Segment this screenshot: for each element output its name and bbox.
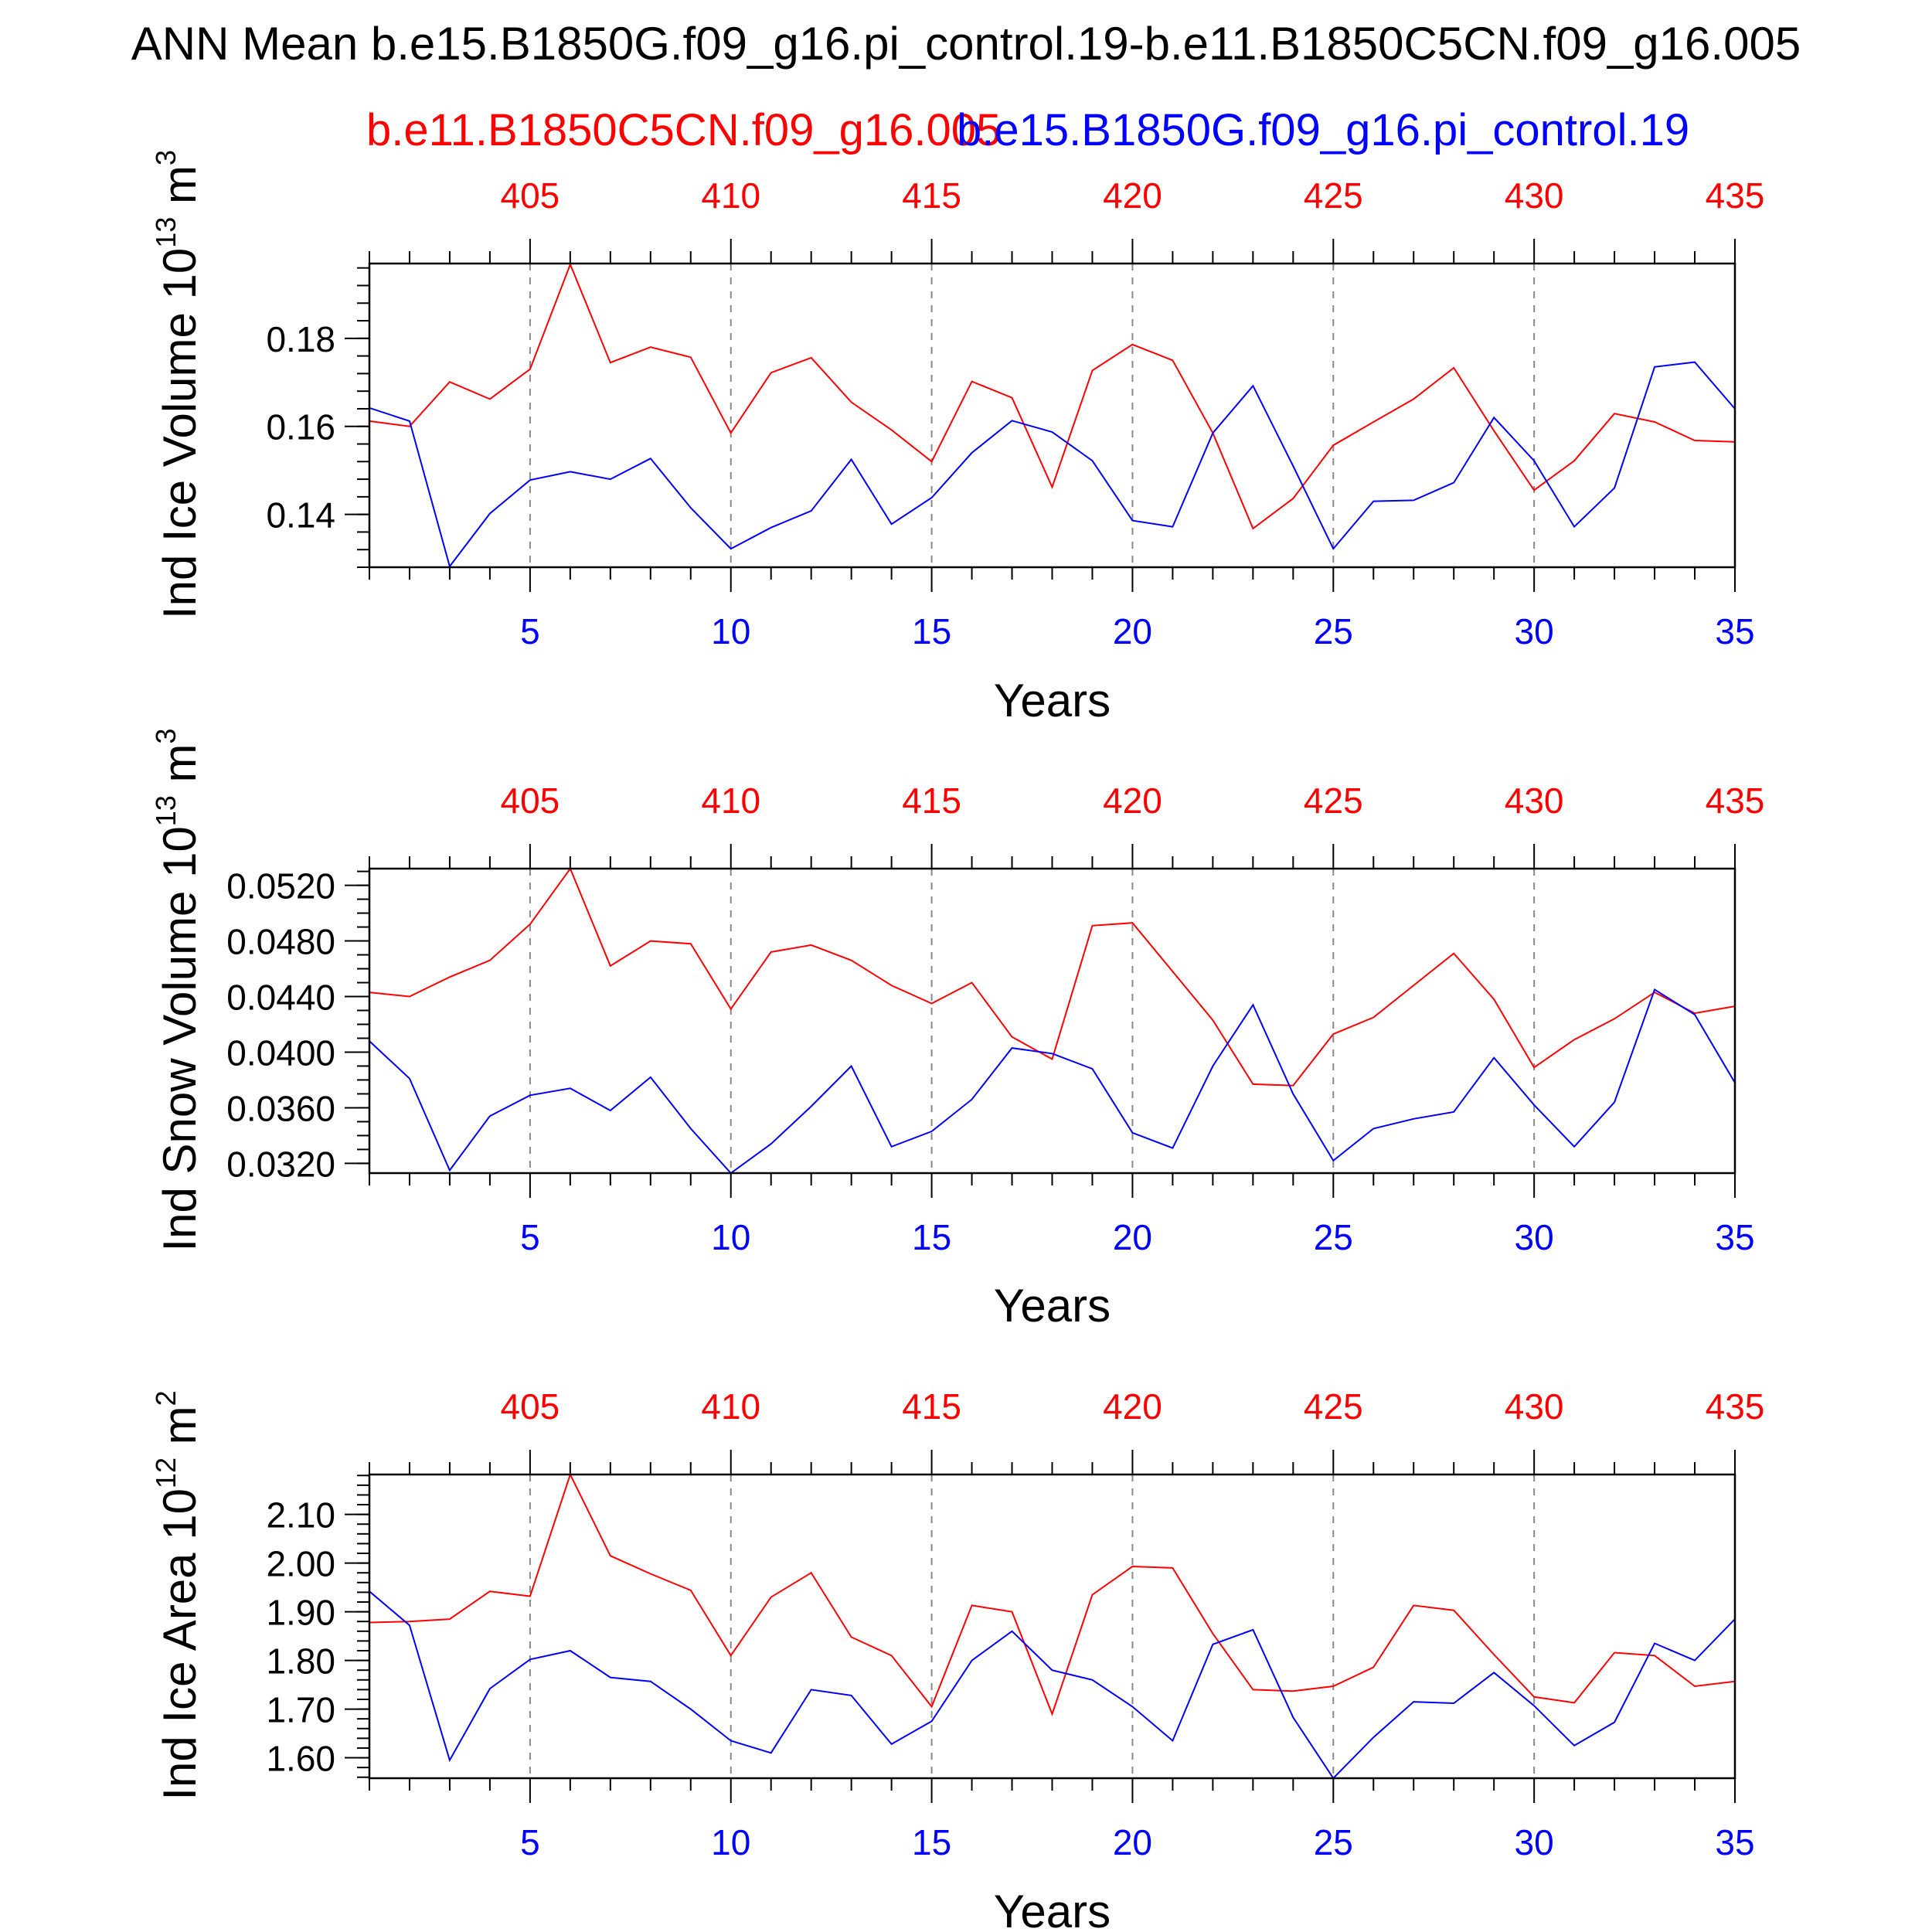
x-tick-label-bottom: 25 <box>1314 1822 1353 1862</box>
y-tick-label: 0.0360 <box>226 1088 335 1128</box>
y-tick-label: 0.16 <box>266 407 335 447</box>
legend-label-blue-case: b.e15.B1850G.f09_g16.pi_control.19 <box>957 105 1690 155</box>
x-tick-label-top: 430 <box>1505 1386 1564 1427</box>
x-tick-label-top: 425 <box>1304 175 1363 216</box>
x-tick-label-bottom: 20 <box>1113 1217 1152 1257</box>
x-tick-label-top: 420 <box>1103 781 1162 821</box>
x-tick-label-top: 435 <box>1706 175 1765 216</box>
y-tick-label: 0.0320 <box>226 1144 335 1184</box>
x-tick-label-top: 410 <box>701 175 760 216</box>
y-axis-label: Ind Snow Volume 1013 m3 <box>150 728 206 1251</box>
x-axis-label: Years <box>994 1886 1111 1932</box>
y-tick-label: 0.0520 <box>226 866 335 906</box>
x-tick-label-bottom: 10 <box>711 611 750 651</box>
panel-1: 0.14 0.16 0.18 5 10 15 20 25 30 35 405 410 415 420 425… <box>150 150 1764 726</box>
x-tick-label-bottom: 30 <box>1515 1822 1554 1862</box>
chart-title: ANN Mean b.e15.B1850G.f09_g16.pi_control… <box>131 18 1801 70</box>
legend-label-red-case: b.e11.B1850C5CN.f09_g16.005 <box>366 105 1002 155</box>
x-tick-label-top: 410 <box>701 781 760 821</box>
y-tick-label: 0.14 <box>266 495 335 536</box>
x-tick-label-bottom: 25 <box>1314 1217 1353 1257</box>
y-tick-label: 0.18 <box>266 319 335 359</box>
x-tick-label-bottom: 10 <box>711 1822 750 1862</box>
x-tick-label-bottom: 15 <box>912 1822 951 1862</box>
series-line-blue <box>369 361 1736 569</box>
series-line-blue <box>369 988 1736 1175</box>
x-tick-label-top: 415 <box>902 1386 961 1427</box>
x-tick-label-bottom: 20 <box>1113 611 1152 651</box>
x-tick-label-bottom: 15 <box>912 611 951 651</box>
y-tick-label: 1.60 <box>266 1739 335 1779</box>
y-tick-label: 1.80 <box>266 1641 335 1682</box>
x-tick-label-top: 420 <box>1103 1386 1162 1427</box>
series-line-red <box>369 866 1736 1087</box>
y-tick-label: 2.00 <box>266 1544 335 1584</box>
series-line-red <box>369 1472 1736 1716</box>
x-tick-label-top: 415 <box>902 175 961 216</box>
x-tick-label-top: 435 <box>1706 781 1765 821</box>
x-tick-label-top: 430 <box>1505 175 1564 216</box>
panel-2: 0.0320 0.0360 0.0400 0.0440 0.0480 0.0520 5 10 1… <box>150 728 1764 1332</box>
y-tick-label: 0.0480 <box>226 922 335 962</box>
x-tick-label-bottom: 10 <box>711 1217 750 1257</box>
y-axis-label: Ind Ice Area 1012 m2 <box>150 1390 206 1800</box>
x-tick-label-top: 425 <box>1304 781 1363 821</box>
x-tick-label-top: 405 <box>501 1386 560 1427</box>
y-tick-label: 2.10 <box>266 1495 335 1536</box>
x-tick-label-top: 430 <box>1505 781 1564 821</box>
plot-frame <box>368 262 1736 569</box>
x-tick-label-bottom: 30 <box>1515 611 1554 651</box>
x-axis-label: Years <box>994 675 1111 726</box>
x-tick-label-bottom: 35 <box>1715 611 1754 651</box>
plot-frame <box>368 1473 1736 1780</box>
x-tick-label-top: 405 <box>501 175 560 216</box>
x-tick-label-bottom: 35 <box>1715 1822 1754 1862</box>
x-tick-label-top: 425 <box>1304 1386 1363 1427</box>
series-line-blue <box>369 1590 1736 1780</box>
panel-3: 1.60 1.70 1.80 1.90 2.00 2.10 5 10 15 20 25 30 35 405… <box>150 1386 1764 1932</box>
y-tick-label: 1.70 <box>266 1690 335 1730</box>
x-tick-label-top: 410 <box>701 1386 760 1427</box>
x-tick-label-bottom: 5 <box>520 1822 540 1862</box>
x-tick-label-bottom: 15 <box>912 1217 951 1257</box>
x-tick-label-bottom: 5 <box>520 611 540 651</box>
x-tick-label-bottom: 5 <box>520 1217 540 1257</box>
x-tick-label-bottom: 25 <box>1314 611 1353 651</box>
series-line-red <box>369 262 1736 530</box>
y-tick-label: 0.0400 <box>226 1032 335 1073</box>
y-tick-label: 0.0440 <box>226 978 335 1018</box>
x-axis-label: Years <box>994 1280 1111 1332</box>
x-tick-label-top: 420 <box>1103 175 1162 216</box>
x-tick-label-top: 415 <box>902 781 961 821</box>
x-tick-label-bottom: 20 <box>1113 1822 1152 1862</box>
x-tick-label-bottom: 35 <box>1715 1217 1754 1257</box>
plot-frame <box>368 867 1736 1175</box>
x-tick-label-top: 405 <box>501 781 560 821</box>
x-tick-label-top: 435 <box>1706 1386 1765 1427</box>
x-tick-label-bottom: 30 <box>1515 1217 1554 1257</box>
y-axis-label: Ind Ice Volume 1013 m3 <box>150 150 206 619</box>
y-tick-label: 1.90 <box>266 1593 335 1633</box>
